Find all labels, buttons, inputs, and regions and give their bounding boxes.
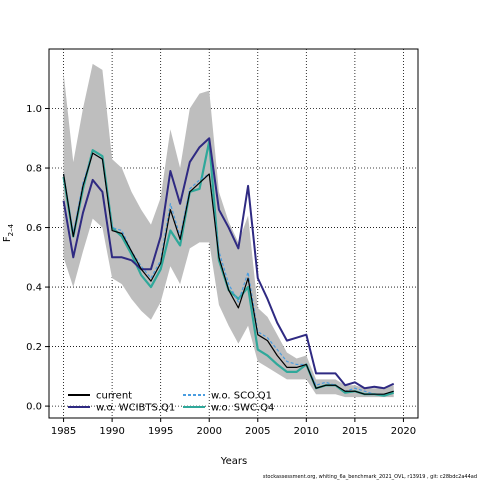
y-tick-label: 0.0: [26, 402, 42, 413]
series-line-wo-wcibts-q1: [62, 137, 395, 390]
y-axis-label-main: F: [2, 236, 13, 242]
x-tick-label: 1995: [148, 426, 173, 437]
series-line-wo-sco-q1: [62, 152, 394, 395]
x-tick-label: 2005: [245, 426, 270, 437]
y-tick-label: 1.0: [26, 104, 42, 115]
y-tick-label: 0.8: [26, 164, 42, 175]
legend-label-wo-wcibts-q1: w.o. WCIBTS.Q1: [96, 403, 175, 414]
y-tick-label: 0.6: [26, 223, 42, 234]
y-tick-label: 0.2: [26, 342, 42, 353]
x-axis-label: Years: [220, 456, 247, 467]
confidence-band-layer: [63, 63, 394, 398]
y-axis-label: F2–4: [2, 223, 15, 242]
footer-note: stockassessment.org, whiting_6a_benchmar…: [263, 474, 477, 480]
x-tick-label: 2015: [342, 426, 367, 437]
x-tick-label: 1985: [51, 426, 76, 437]
x-tick-label: 2020: [391, 426, 416, 437]
x-tick-label: 1990: [99, 426, 124, 437]
confidence-band: [63, 63, 394, 398]
legend-label-current: current: [96, 391, 132, 402]
plot-frame: [48, 48, 419, 419]
y-tick-label: 0.4: [26, 283, 42, 294]
x-tick-label: 2000: [196, 426, 221, 437]
axis-layer: 1985 1990 1995 2000 2005 2010 2015 2020 0.0 0.2 0.…: [26, 104, 416, 437]
legend-label-wo-sco-q1: w.o. SCO.Q1: [211, 391, 272, 402]
series-lines-layer: [62, 137, 395, 397]
legend-label-wo-swc-q4: w.o. SWC.Q4: [211, 403, 274, 414]
x-tick-label: 2010: [294, 426, 319, 437]
series-line-current: [62, 152, 394, 395]
y-axis-label-subscript: 2–4: [7, 223, 15, 236]
